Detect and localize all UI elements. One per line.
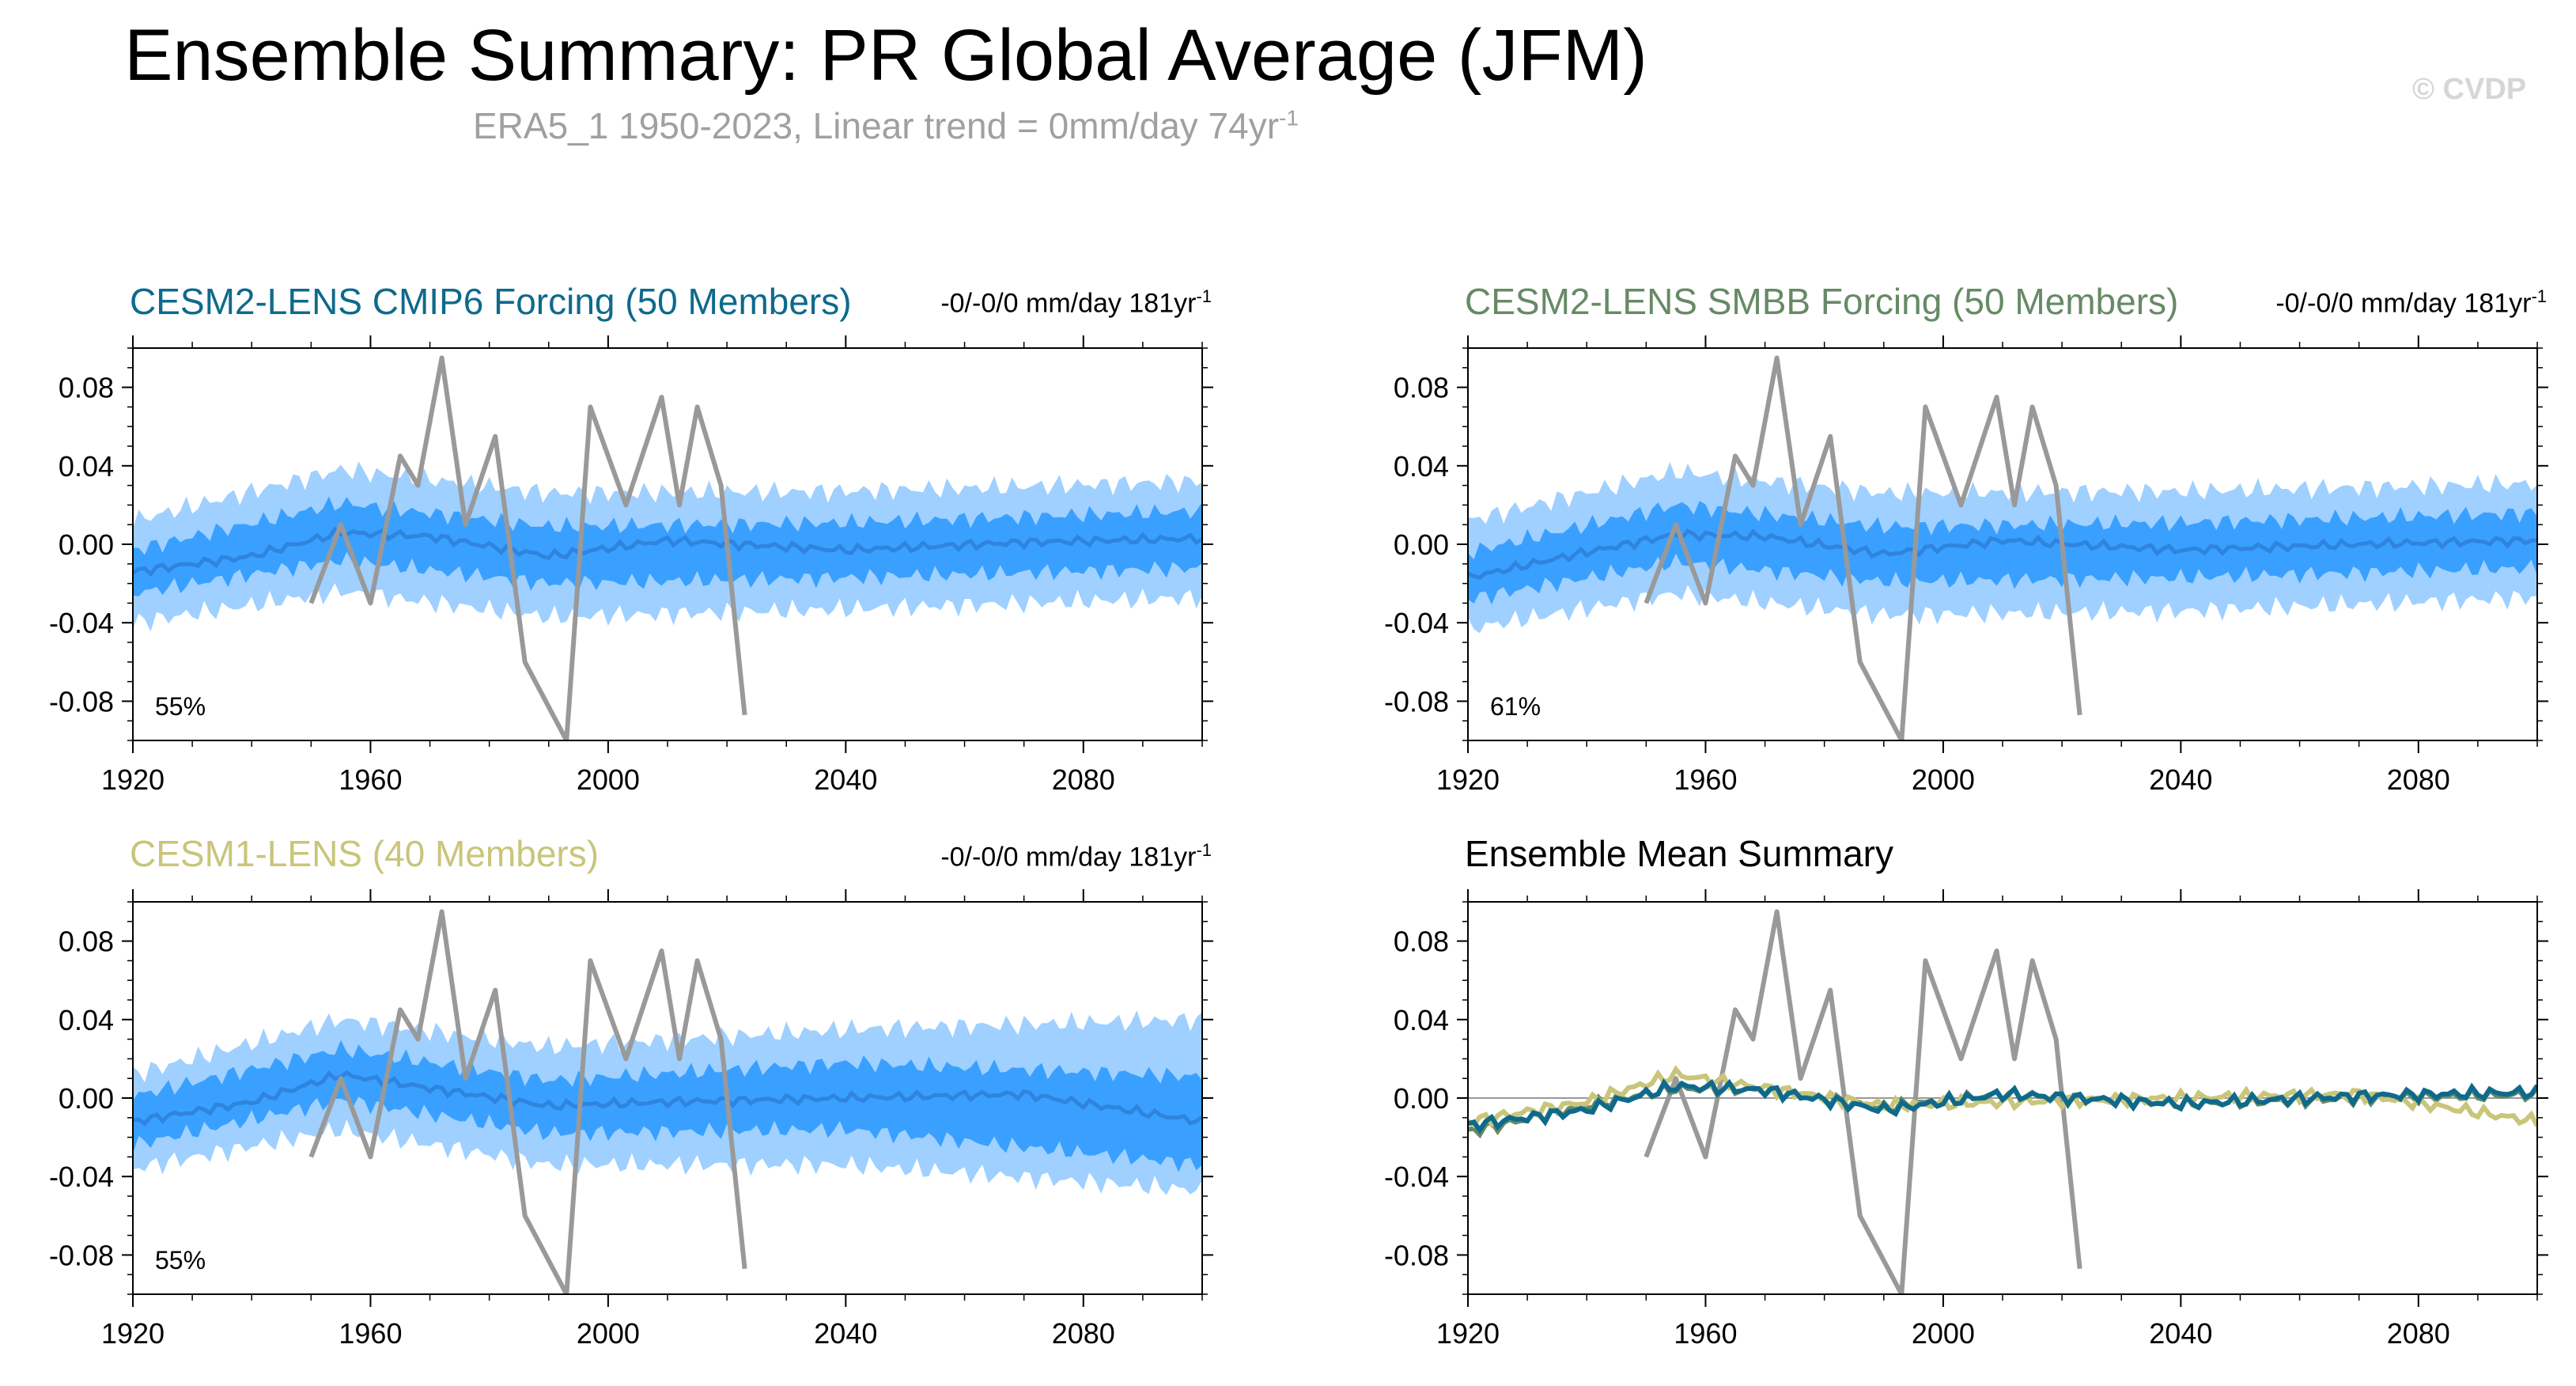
y-tick-label: 0.04 — [59, 450, 114, 483]
y-tick-label: 0.08 — [59, 926, 114, 958]
y-tick-label: 0.04 — [1394, 1004, 1449, 1036]
y-tick-label: 0.04 — [59, 1004, 114, 1036]
inner-spread-band — [1468, 501, 2537, 605]
chart-cesm2-smbb: 0.08 0.04 0.00 -0.04 -0.08 1920 1960 2000 2040 20… — [1384, 335, 2548, 796]
x-tick-label: 2040 — [2149, 763, 2212, 796]
x-tick-label: 2000 — [577, 763, 640, 796]
panel-cesm2-smbb: CESM2-LENS SMBB Forcing (50 Members) -0/… — [1335, 269, 2576, 823]
panel-summary: Ensemble Mean Summary 0.08 0.04 0.00 -0.04 -… — [1335, 823, 2576, 1377]
y-tick-label: 0.08 — [1394, 372, 1449, 404]
x-tick-label: 1920 — [101, 1317, 165, 1350]
panel-title: CESM1-LENS (40 Members) — [130, 833, 600, 874]
x-tick-label: 2080 — [1052, 1317, 1115, 1350]
y-tick-label: -0.04 — [1384, 1161, 1449, 1193]
panel-cesm1: CESM1-LENS (40 Members) -0/-0/0 mm/day 1… — [0, 823, 1265, 1377]
chart-cesm1: 0.08 0.04 0.00 -0.04 -0.08 1920 1960 2000 2040 20… — [49, 889, 1213, 1350]
panel-trend-superscript: -1 — [1196, 286, 1212, 306]
x-tick-label: 1960 — [339, 763, 402, 796]
ensemble-mean-line — [133, 1070, 1202, 1127]
chart-summary: 0.08 0.04 0.00 -0.04 -0.08 1920 1960 2000 2040 20… — [1384, 889, 2548, 1350]
panel-trend-superscript: -1 — [1196, 840, 1212, 860]
panel-trend-text: -0/-0/0 mm/day 181yr — [2275, 288, 2532, 319]
x-tick-label: 2000 — [1912, 1317, 1975, 1350]
observation-line — [1644, 355, 2082, 740]
observation-line — [308, 355, 747, 740]
x-tick-label: 1920 — [101, 763, 165, 796]
panel-trend-text: -0/-0/0 mm/day 181yr — [940, 288, 1197, 319]
subtitle-text: ERA5_1 1950-2023, Linear trend = 0mm/day… — [473, 105, 1280, 146]
ensemble-mean-line — [133, 526, 1202, 578]
ensemble-mean-line — [1468, 528, 2537, 580]
panel-trend: -0/-0/0 mm/day 181yr-1 — [2221, 286, 2547, 319]
observation-line — [1644, 909, 2082, 1294]
panel-cesm2-cmip6: CESM2-LENS CMIP6 Forcing (50 Members) -0… — [0, 269, 1265, 823]
y-tick-label: -0.04 — [1384, 607, 1449, 639]
x-tick-label: 2040 — [2149, 1317, 2212, 1350]
percent-label: 61% — [1490, 692, 1541, 721]
percent-label: 55% — [155, 1246, 206, 1274]
observation-line — [308, 909, 747, 1294]
x-tick-label: 2040 — [814, 1317, 877, 1350]
plot-area — [1468, 909, 2537, 1294]
x-tick-label: 1960 — [1674, 763, 1737, 796]
panel-title: Ensemble Mean Summary — [1465, 833, 1893, 874]
y-tick-label: 0.00 — [1394, 528, 1449, 561]
panel-trend: -0/-0/0 mm/day 181yr-1 — [886, 286, 1212, 319]
x-tick-label: 2000 — [577, 1317, 640, 1350]
y-tick-label: 0.04 — [1394, 450, 1449, 483]
x-tick-label: 2080 — [2387, 1317, 2450, 1350]
y-tick-label: 0.08 — [1394, 926, 1449, 958]
subtitle-superscript: -1 — [1279, 105, 1299, 131]
y-tick-label: 0.00 — [59, 528, 114, 561]
percent-label: 55% — [155, 692, 206, 721]
y-tick-label: -0.08 — [49, 1239, 114, 1271]
plot-area — [1468, 355, 2537, 740]
cesm2-cmip6-mean-line — [1468, 1078, 2537, 1134]
panel-title: CESM2-LENS SMBB Forcing (50 Members) — [1465, 281, 2179, 322]
chart-cesm2-cmip6: 0.08 0.04 0.00 -0.04 -0.08 1920 1960 2000 2040 20… — [49, 335, 1213, 796]
y-tick-label: -0.04 — [49, 1161, 114, 1193]
y-tick-label: 0.00 — [1394, 1082, 1449, 1115]
x-tick-label: 1960 — [1674, 1317, 1737, 1350]
plot-area — [133, 909, 1202, 1294]
watermark: © CVDP — [2412, 73, 2527, 106]
main-title: Ensemble Summary: PR Global Average (JFM… — [124, 15, 1647, 96]
y-tick-label: -0.08 — [1384, 1239, 1449, 1271]
y-tick-label: 0.00 — [59, 1082, 114, 1115]
panel-trend: -0/-0/0 mm/day 181yr-1 — [886, 840, 1212, 873]
panel-title: CESM2-LENS CMIP6 Forcing (50 Members) — [130, 281, 852, 322]
y-tick-label: -0.04 — [49, 607, 114, 639]
x-tick-label: 2080 — [2387, 763, 2450, 796]
inner-spread-band — [133, 496, 1202, 596]
x-tick-label: 2040 — [814, 763, 877, 796]
main-subtitle: ERA5_1 1950-2023, Linear trend = 0mm/day… — [0, 104, 1772, 147]
x-tick-label: 1920 — [1436, 763, 1500, 796]
x-tick-label: 1920 — [1436, 1317, 1500, 1350]
y-tick-label: -0.08 — [49, 685, 114, 718]
y-tick-label: 0.08 — [59, 372, 114, 404]
x-tick-label: 2000 — [1912, 763, 1975, 796]
x-tick-label: 2080 — [1052, 763, 1115, 796]
plot-area — [133, 355, 1202, 740]
panel-trend-superscript: -1 — [2531, 286, 2547, 306]
y-tick-label: -0.08 — [1384, 685, 1449, 718]
x-tick-label: 1960 — [339, 1317, 402, 1350]
panel-trend-text: -0/-0/0 mm/day 181yr — [940, 842, 1197, 873]
